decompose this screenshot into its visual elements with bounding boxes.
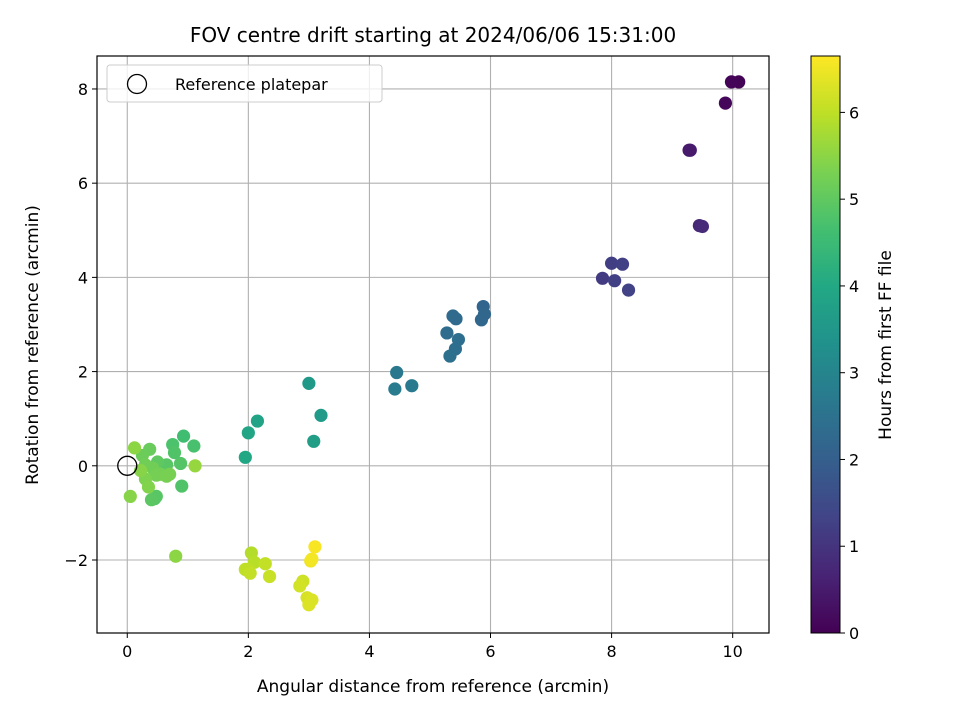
x-tick-label: 6 — [485, 642, 495, 661]
plot-area-frame — [96, 55, 770, 634]
data-point — [293, 579, 307, 593]
data-point — [440, 326, 454, 340]
x-tick-label: 4 — [364, 642, 374, 661]
data-point — [724, 75, 739, 89]
data-point — [188, 459, 202, 473]
data-point — [695, 219, 710, 234]
y-tick-label: 6 — [78, 174, 88, 193]
data-point — [173, 456, 188, 471]
data-point — [443, 349, 457, 363]
data-point — [238, 450, 252, 464]
data-point — [718, 96, 733, 110]
x-tick-label: 0 — [122, 642, 132, 661]
legend-marker-icon — [126, 73, 148, 95]
colorbar-tick-label: 2 — [849, 450, 859, 469]
colorbar: 0 1 2 3 4 5 6 Hours from first FF file — [810, 55, 896, 643]
y-axis-ticks: −2 0 2 4 6 8 — [64, 80, 97, 570]
data-point — [262, 569, 277, 584]
x-axis-label: Angular distance from reference (arcmin) — [257, 677, 609, 697]
data-point — [302, 598, 316, 612]
data-point — [305, 552, 319, 566]
y-tick-label: 2 — [78, 363, 88, 382]
data-point — [149, 468, 163, 482]
data-point — [241, 426, 255, 440]
data-point — [595, 271, 610, 285]
y-tick-label: 4 — [78, 268, 88, 287]
data-point — [308, 540, 322, 554]
x-tick-label: 10 — [722, 642, 742, 661]
y-tick-label: 0 — [78, 457, 88, 476]
data-point — [176, 429, 191, 443]
data-point — [160, 469, 174, 483]
data-point — [144, 493, 159, 507]
data-point — [604, 256, 619, 270]
grid — [97, 56, 769, 633]
legend-label: Reference platepar — [175, 75, 328, 94]
reference-marker — [117, 455, 138, 476]
data-point — [314, 408, 328, 422]
legend-box — [106, 64, 383, 103]
colorbar-tick-label: 0 — [849, 624, 859, 643]
data-point — [307, 434, 321, 448]
legend: Reference platepar — [106, 64, 383, 103]
x-axis-ticks: 0 2 4 6 8 10 — [122, 633, 743, 661]
data-point — [449, 312, 463, 326]
colorbar-tick-label: 1 — [849, 537, 859, 556]
y-tick-label: −2 — [64, 551, 88, 570]
data-point — [615, 257, 630, 271]
data-point — [302, 376, 316, 390]
colorbar-ticks: 0 1 2 3 4 5 6 — [840, 103, 859, 643]
data-point — [683, 143, 697, 157]
colorbar-tick-label: 5 — [849, 190, 859, 209]
colorbar-gradient — [810, 55, 841, 634]
data-point — [621, 283, 636, 297]
y-axis-label: Rotation from reference (arcmin) — [23, 205, 43, 485]
data-point — [175, 479, 189, 493]
data-point — [167, 445, 182, 460]
data-point — [243, 566, 257, 580]
data-point — [250, 414, 265, 428]
y-tick-label: 8 — [78, 80, 88, 99]
chart-title: FOV centre drift starting at 2024/06/06 … — [190, 23, 676, 47]
data-point — [474, 313, 489, 327]
data-point — [608, 274, 622, 288]
colorbar-tick-label: 3 — [849, 364, 859, 383]
data-point — [187, 439, 201, 453]
x-tick-label: 8 — [607, 642, 617, 661]
colorbar-label: Hours from first FF file — [876, 250, 896, 440]
data-point — [127, 441, 142, 455]
reference-platepar-point — [117, 455, 138, 476]
data-point — [169, 549, 183, 563]
data-point — [258, 557, 272, 571]
data-point — [123, 489, 137, 504]
data-point — [141, 480, 156, 494]
colorbar-tick-label: 4 — [849, 277, 859, 296]
data-point — [388, 382, 402, 396]
x-tick-label: 2 — [243, 642, 253, 661]
data-point — [405, 379, 419, 393]
colorbar-tick-label: 6 — [849, 103, 859, 122]
scatter-points — [123, 75, 746, 612]
data-point — [390, 365, 404, 380]
